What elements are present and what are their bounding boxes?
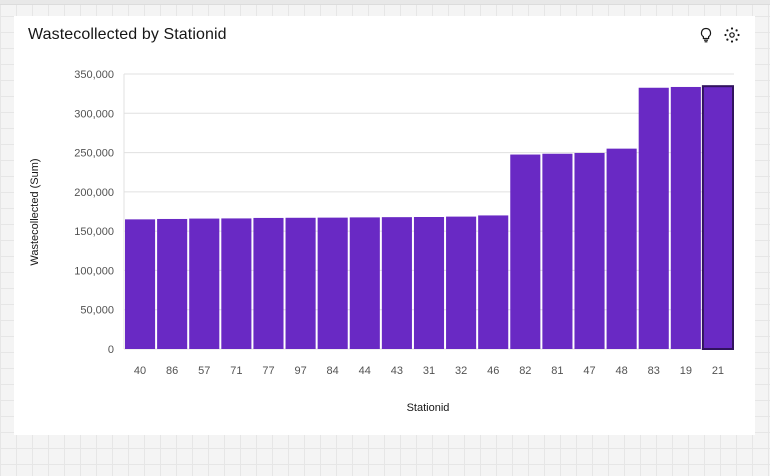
y-tick-label: 350,000	[74, 69, 114, 81]
bar[interactable]	[189, 218, 220, 349]
y-axis-ticks: 0 50,000 100,000 150,000 200,000 250,000 300,0…	[74, 69, 114, 356]
bars	[125, 85, 734, 351]
bar[interactable]	[701, 85, 734, 351]
x-tick-label: 48	[616, 365, 628, 377]
x-tick-label: 82	[519, 365, 531, 377]
x-tick-label: 86	[166, 365, 178, 377]
chart-card: Wastecollected by Stationid 0 50,000 100,0…	[14, 16, 755, 435]
bar[interactable]	[446, 216, 477, 349]
x-axis-ticks: 40 86 57 71 77 97 84 44 43 31 32 46 82 81 47 48 83 19 21	[134, 365, 724, 377]
bar-chart: 0 50,000 100,000 150,000 200,000 250,000 300,0…	[29, 69, 734, 414]
bar[interactable]	[638, 87, 669, 349]
x-tick-label: 83	[648, 365, 660, 377]
bar[interactable]	[478, 215, 509, 349]
x-tick-label: 44	[359, 365, 371, 377]
x-tick-label: 40	[134, 365, 146, 377]
x-tick-label: 84	[327, 365, 339, 377]
chart-toolbar	[697, 26, 741, 44]
bar[interactable]	[574, 152, 605, 349]
y-axis-title: Wastecollected (Sum)	[29, 158, 41, 265]
x-tick-label: 43	[391, 365, 403, 377]
x-tick-label: 19	[680, 365, 692, 377]
y-tick-label: 300,000	[74, 108, 114, 120]
y-tick-label: 150,000	[74, 226, 114, 238]
x-tick-label: 71	[230, 365, 242, 377]
bar[interactable]	[510, 154, 541, 349]
x-tick-label: 57	[198, 365, 210, 377]
bar[interactable]	[670, 86, 701, 349]
x-tick-label: 81	[551, 365, 563, 377]
x-tick-label: 31	[423, 365, 435, 377]
x-axis-title: Stationid	[407, 402, 450, 414]
bar[interactable]	[542, 153, 573, 349]
lightbulb-icon[interactable]	[697, 26, 715, 44]
bar[interactable]	[381, 217, 412, 349]
y-tick-label: 50,000	[80, 305, 114, 317]
bar[interactable]	[221, 218, 252, 349]
x-tick-label: 97	[294, 365, 306, 377]
x-tick-label: 47	[583, 365, 595, 377]
bar[interactable]	[606, 148, 637, 349]
settings-icon[interactable]	[723, 26, 741, 44]
bar[interactable]	[125, 219, 156, 349]
x-tick-label: 77	[262, 365, 274, 377]
y-tick-label: 250,000	[74, 148, 114, 160]
y-tick-label: 200,000	[74, 187, 114, 199]
bar[interactable]	[413, 217, 445, 349]
y-tick-label: 0	[108, 344, 114, 356]
x-tick-label: 32	[455, 365, 467, 377]
bar[interactable]	[253, 217, 284, 349]
bar[interactable]	[285, 217, 316, 349]
x-tick-label: 21	[712, 365, 724, 377]
bar[interactable]	[317, 217, 348, 349]
x-tick-label: 46	[487, 365, 499, 377]
top-bar	[0, 0, 770, 5]
bar[interactable]	[349, 217, 380, 349]
y-tick-label: 100,000	[74, 265, 114, 277]
chart-title: Wastecollected by Stationid	[28, 26, 227, 43]
bar[interactable]	[157, 218, 188, 349]
